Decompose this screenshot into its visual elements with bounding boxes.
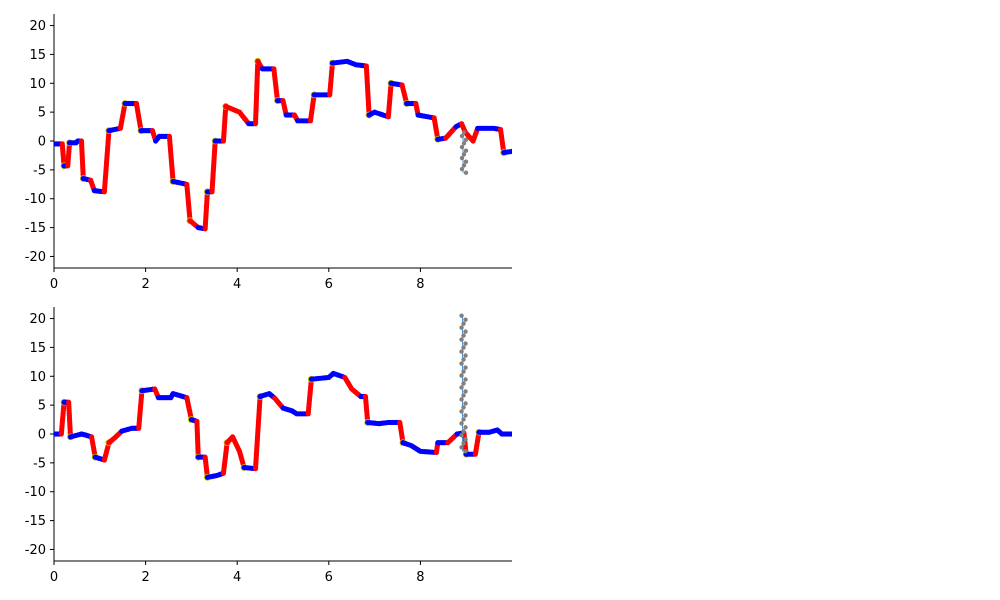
y-tick-label: -5 — [33, 163, 46, 178]
x-tick-label: 8 — [416, 277, 424, 292]
data-points — [54, 313, 512, 481]
spike-point — [463, 317, 468, 322]
spike-point — [459, 373, 464, 378]
spike-point — [461, 130, 467, 135]
spike-point — [463, 413, 468, 418]
y-tick-label: 20 — [29, 312, 46, 327]
spike-point — [461, 357, 466, 362]
y-tick-label: -10 — [25, 485, 46, 500]
y-tick-label: 5 — [38, 399, 46, 414]
spike-point — [459, 397, 464, 402]
x-tick-label: 4 — [233, 570, 241, 585]
spike-point — [463, 365, 468, 370]
spike-point — [459, 361, 464, 366]
spike-point — [463, 377, 468, 382]
spike-point — [463, 341, 468, 346]
x-tick-label: 6 — [325, 570, 333, 585]
spike-point — [461, 152, 467, 157]
spike-point — [459, 133, 465, 139]
spike-point — [463, 401, 468, 406]
spike-point — [459, 155, 465, 161]
y-tick-label: 15 — [29, 48, 46, 63]
y-tick-label: -20 — [25, 250, 46, 265]
y-tick-label: 10 — [29, 77, 46, 92]
spike-point — [463, 148, 469, 153]
y-tick-label: -5 — [33, 456, 46, 471]
spike-point — [459, 325, 464, 330]
spike-point — [461, 333, 466, 338]
y-tick-label: -20 — [25, 543, 46, 558]
bottom-chart-panel: -20 -15 -10 -5 0 5 10 15 20 0 2 4 6 8 — [25, 307, 512, 585]
spike-point — [461, 345, 466, 350]
spike-point — [463, 425, 468, 430]
y-tick-label: -15 — [25, 514, 46, 529]
spike-point — [461, 163, 467, 168]
spike-point — [459, 409, 464, 414]
spike-point — [459, 349, 464, 354]
y-tick-label: 10 — [29, 370, 46, 385]
y-tick-label: -15 — [25, 221, 46, 236]
y-tick-label: 15 — [29, 341, 46, 356]
y-tick-label: 20 — [29, 19, 46, 34]
spike-point — [459, 313, 464, 318]
spike-point — [459, 144, 465, 150]
spike-point — [461, 369, 466, 374]
spike-point — [463, 437, 468, 442]
spike-point — [463, 449, 468, 454]
spike-point — [461, 429, 466, 434]
spike-point — [461, 381, 466, 386]
data-points — [54, 57, 512, 232]
x-tick-label: 6 — [325, 277, 333, 292]
spike-point — [463, 329, 468, 334]
spike-point — [459, 337, 464, 342]
y-tick-label: -10 — [25, 192, 46, 207]
spike-point — [459, 421, 464, 426]
x-tick-label: 0 — [50, 277, 58, 292]
spike-point — [461, 141, 467, 146]
flat-point — [509, 431, 512, 437]
spike-point — [463, 389, 468, 394]
spike-point — [463, 170, 469, 175]
x-tick-label: 2 — [141, 277, 149, 292]
x-tick-label: 0 — [50, 570, 58, 585]
spike-point — [459, 433, 464, 438]
spike-point — [461, 321, 466, 326]
y-tick-label: 5 — [38, 106, 46, 121]
y-tick-label: 0 — [38, 428, 46, 443]
spike-point — [459, 166, 465, 172]
top-chart-panel: -20 -15 -10 -5 0 5 10 15 20 0 2 4 6 8 — [25, 14, 512, 292]
spike-point — [459, 385, 464, 390]
spike-point — [463, 353, 468, 358]
spike-point — [463, 159, 469, 164]
spike-point — [461, 393, 466, 398]
spike-point — [461, 417, 466, 422]
spike-point — [461, 441, 466, 446]
spike-point — [463, 137, 469, 142]
spike-point — [461, 405, 466, 410]
x-tick-label: 8 — [416, 570, 424, 585]
x-tick-label: 2 — [141, 570, 149, 585]
y-tick-label: 0 — [38, 135, 46, 150]
flat-point — [509, 148, 512, 154]
spike-point — [459, 445, 464, 450]
x-tick-label: 4 — [233, 277, 241, 292]
